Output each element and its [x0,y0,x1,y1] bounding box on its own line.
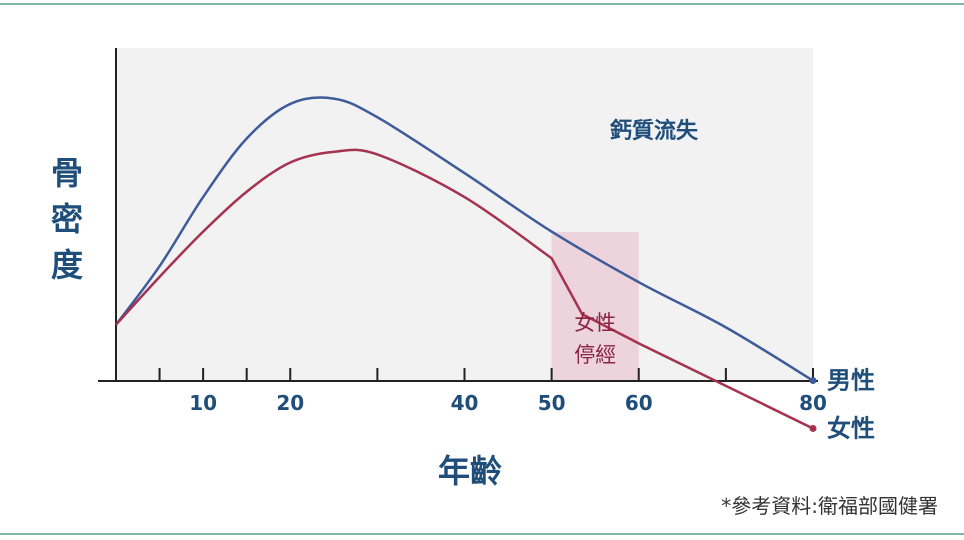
x-tick-label-50: 50 [538,391,566,415]
series-end-point-male [809,377,817,385]
x-tick-label-40: 40 [451,391,479,415]
series-label-female: 女性 [827,414,875,442]
x-tick-label-60: 60 [625,391,653,415]
source-note: *參考資料:衛福部國健署 [721,494,938,518]
series-line-female [115,148,814,430]
x-tick-label-20: 20 [276,391,304,415]
plot-background [116,48,813,380]
menopause-label-line1: 女性 [574,311,616,335]
series-line-male [114,96,814,382]
series-label-male: 男性 [827,367,875,395]
top-border [0,3,964,5]
x-axis-tick-labels: 10 20 40 50 60 80 [189,391,827,415]
x-tick-label-10: 10 [189,391,217,415]
y-axis-label: 骨密度 [50,154,83,284]
calcium-loss-annotation: 鈣質流失 [610,118,699,144]
menopause-label-line2: 停經 [574,343,616,367]
x-tick-label-80: 80 [799,391,827,415]
x-axis-label: 年齡 [437,452,502,490]
series-end-point-female [809,424,817,432]
bottom-border [0,533,964,535]
